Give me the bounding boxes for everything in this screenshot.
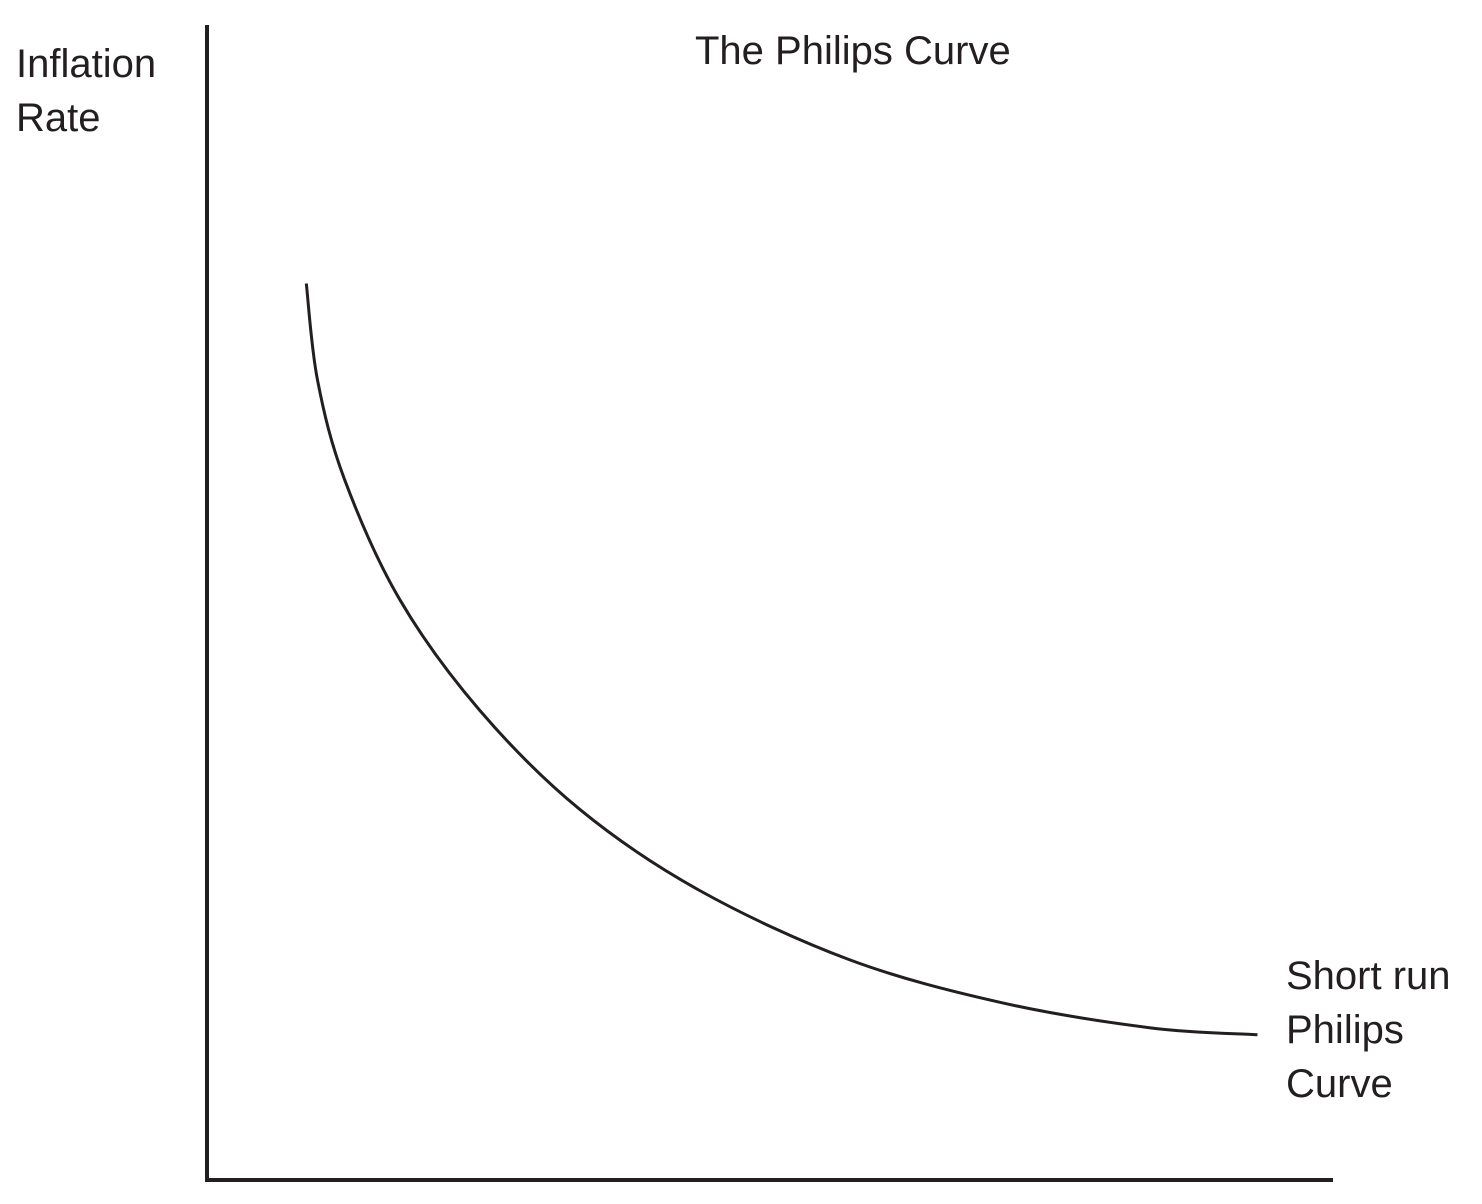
curve-label-line: Philips bbox=[1286, 1008, 1404, 1052]
short-run-philips-curve bbox=[304, 283, 1258, 1037]
y-axis-label-line: Rate bbox=[16, 96, 101, 140]
y-axis-label: Inflation Rate bbox=[16, 37, 156, 145]
y-axis-label-line: Inflation bbox=[16, 42, 157, 86]
curve-label: Short run Philips Curve bbox=[1286, 949, 1451, 1111]
chart-title: The Philips Curve bbox=[695, 29, 1011, 73]
curve-label-line: Curve bbox=[1286, 1062, 1393, 1106]
curve-label-line: Short run bbox=[1286, 954, 1451, 998]
